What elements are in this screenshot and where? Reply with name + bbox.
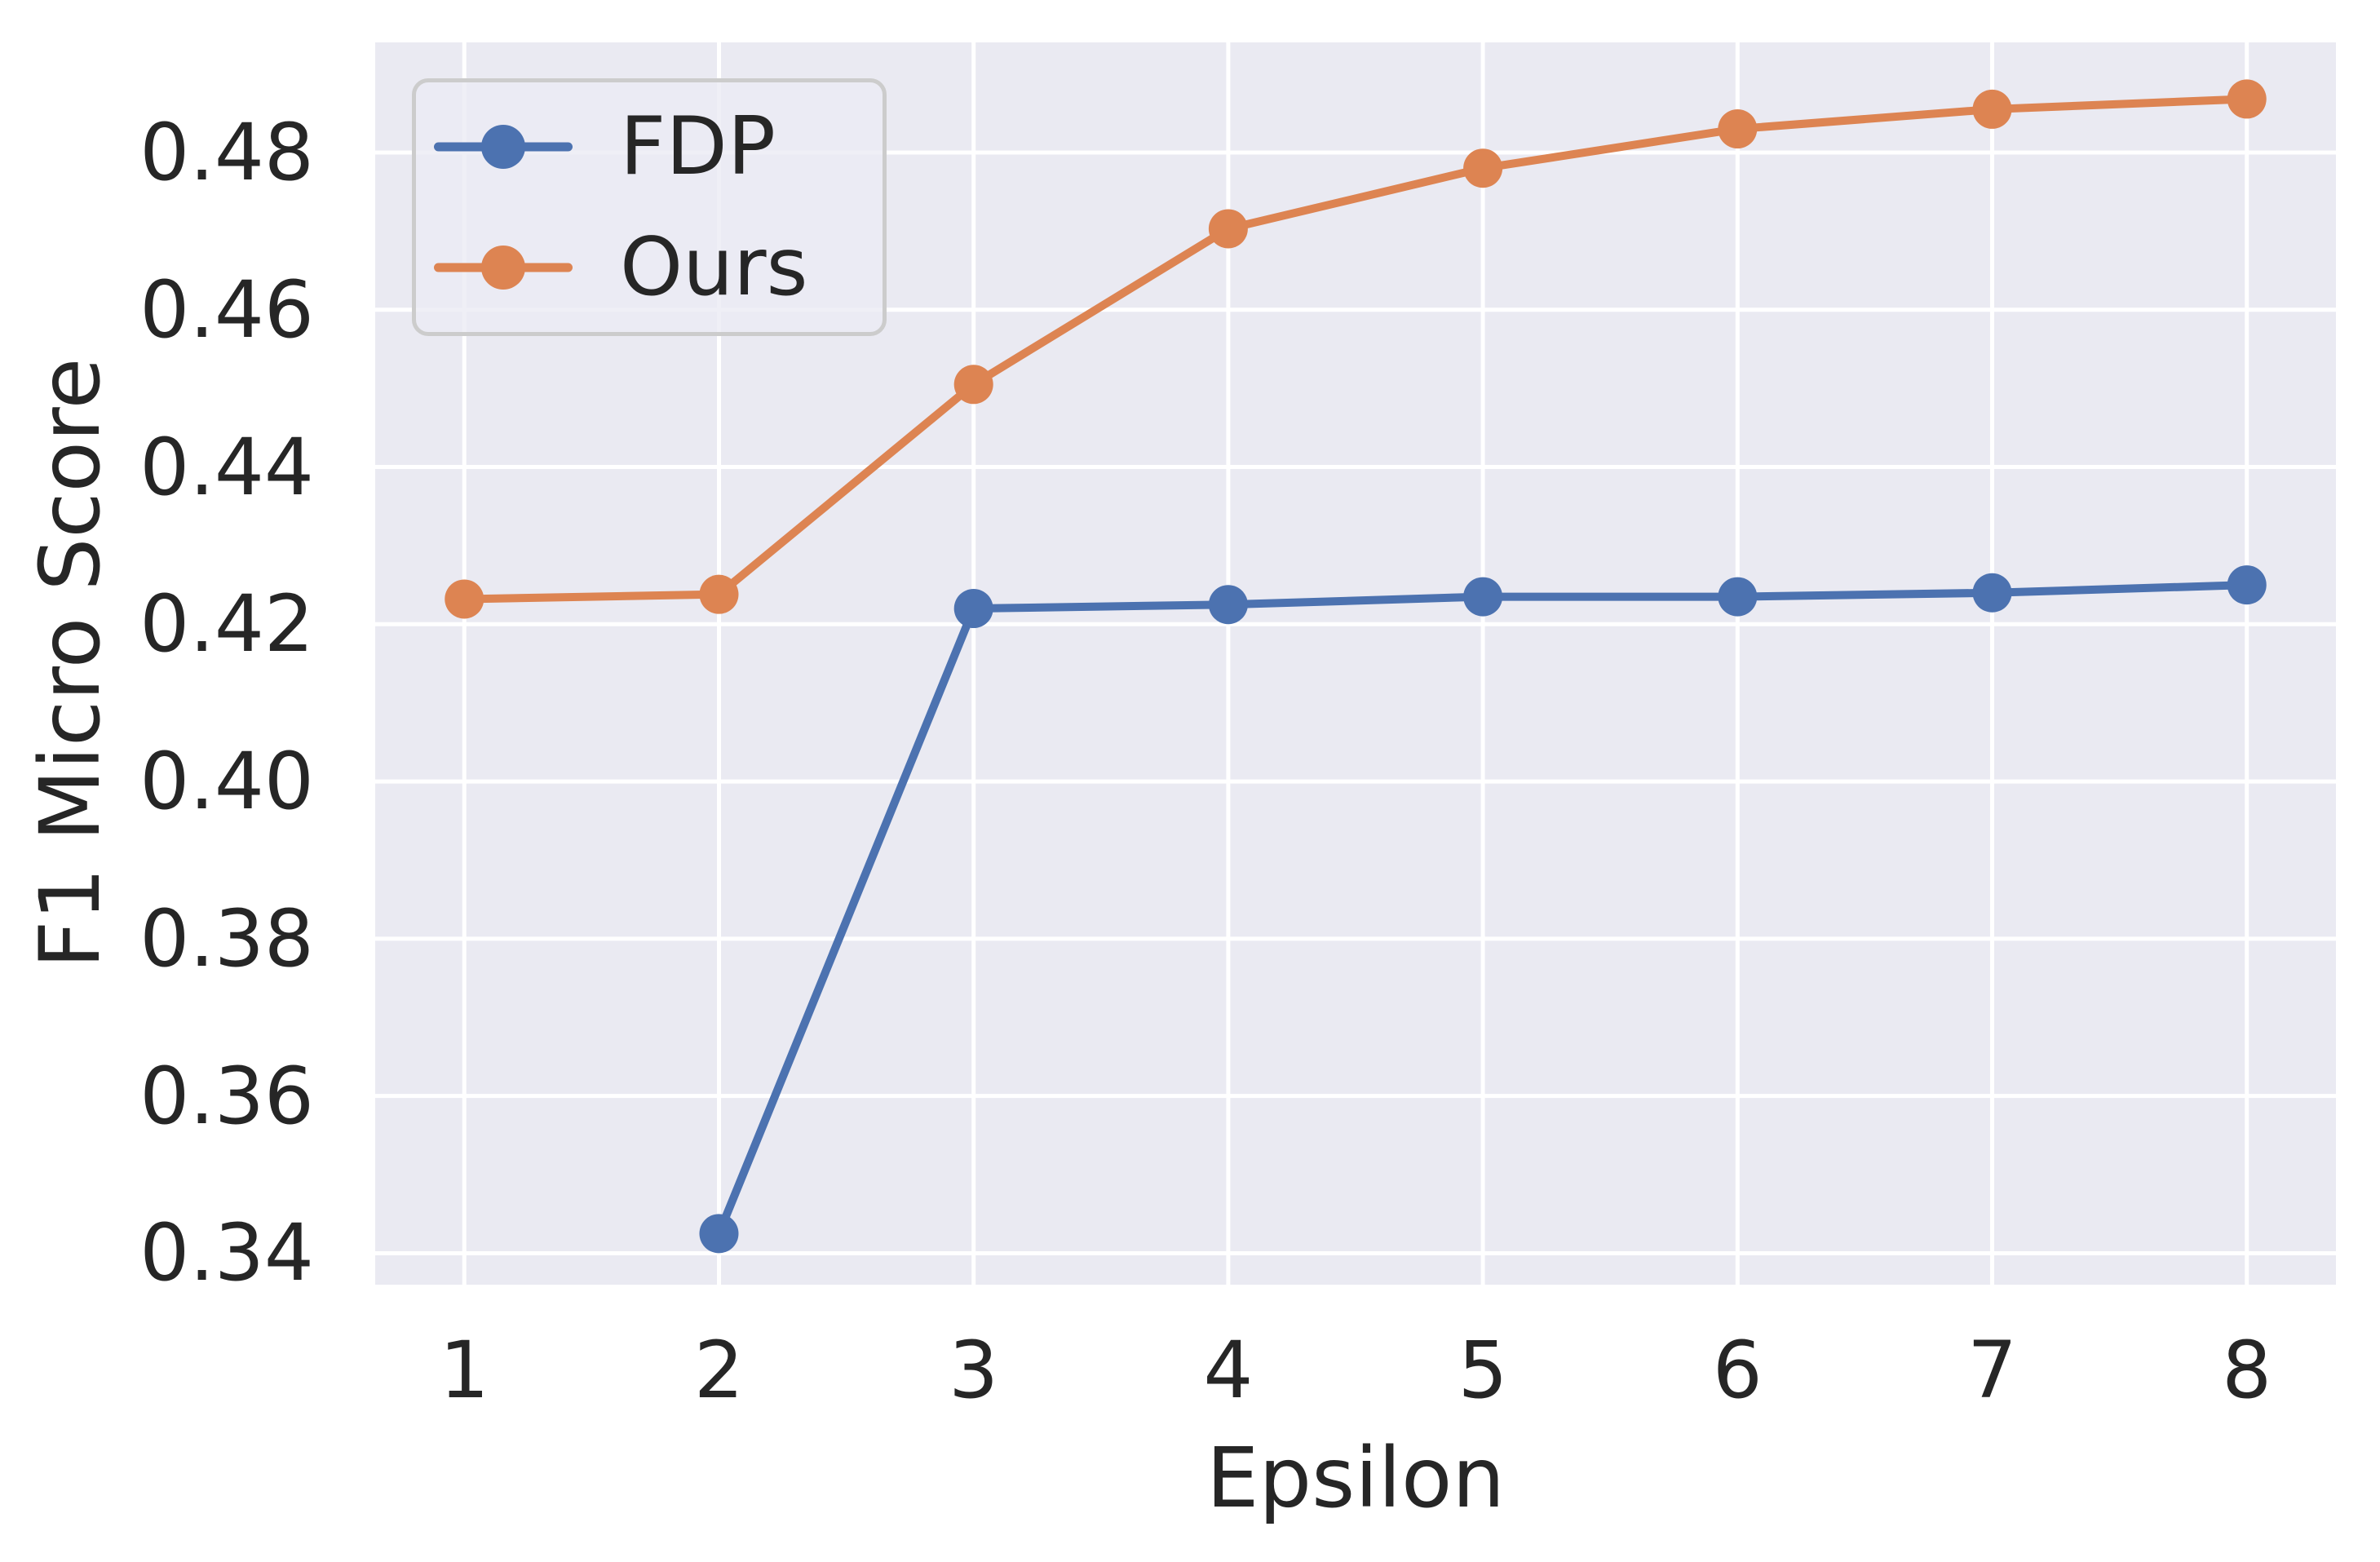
y-tick-label: 0.38: [139, 892, 314, 985]
x-tick-label: 7: [1966, 1325, 2018, 1416]
y-tick-label: 0.48: [139, 106, 314, 198]
data-point-fdp: [1718, 577, 1758, 617]
x-axis-label: Epsilon: [1205, 1430, 1506, 1527]
data-point-ours: [1463, 148, 1503, 188]
legend: FDP Ours: [412, 78, 887, 336]
x-tick-label: 2: [693, 1325, 745, 1416]
data-point-fdp: [699, 1214, 739, 1254]
data-point-fdp: [1463, 577, 1503, 617]
data-point-ours: [1718, 109, 1758, 149]
y-tick-label: 0.36: [139, 1050, 314, 1142]
data-point-ours: [445, 579, 484, 619]
data-point-fdp: [2227, 565, 2267, 605]
data-point-ours: [1972, 89, 2012, 129]
legend-line-marker-sample-ours: [434, 228, 573, 308]
legend-marker-icon: [481, 246, 525, 290]
x-tick-label: 8: [2222, 1325, 2272, 1416]
x-tick-label: 1: [439, 1325, 489, 1416]
legend-marker-icon: [481, 125, 525, 169]
y-tick-label: 0.34: [139, 1207, 314, 1299]
x-tick-label: 3: [949, 1325, 999, 1416]
legend-item-fdp: FDP: [434, 107, 866, 187]
y-tick-label: 0.42: [139, 578, 314, 670]
y-tick-label: 0.40: [139, 736, 314, 828]
x-tick-label: 6: [1712, 1325, 1763, 1416]
y-tick-label: 0.44: [139, 421, 314, 513]
data-point-ours: [2227, 79, 2267, 119]
series-line-ours: [460, 95, 2251, 604]
data-point-ours: [953, 365, 993, 405]
y-tick-label: 0.46: [139, 263, 314, 356]
data-point-fdp: [1208, 585, 1248, 625]
legend-line-marker-sample-fdp: [434, 107, 573, 187]
data-point-fdp: [953, 589, 993, 629]
x-tick-label: 4: [1203, 1325, 1254, 1416]
legend-label-fdp: FDP: [620, 100, 776, 193]
data-point-ours: [699, 574, 739, 614]
legend-item-ours: Ours: [434, 228, 866, 308]
legend-label-ours: Ours: [620, 221, 808, 314]
data-point-ours: [1208, 209, 1248, 249]
y-axis-label: F1 Micro Score: [22, 357, 119, 969]
chart-canvas: [375, 42, 2336, 1285]
data-point-fdp: [1972, 573, 2012, 613]
x-tick-label: 5: [1458, 1325, 1508, 1416]
